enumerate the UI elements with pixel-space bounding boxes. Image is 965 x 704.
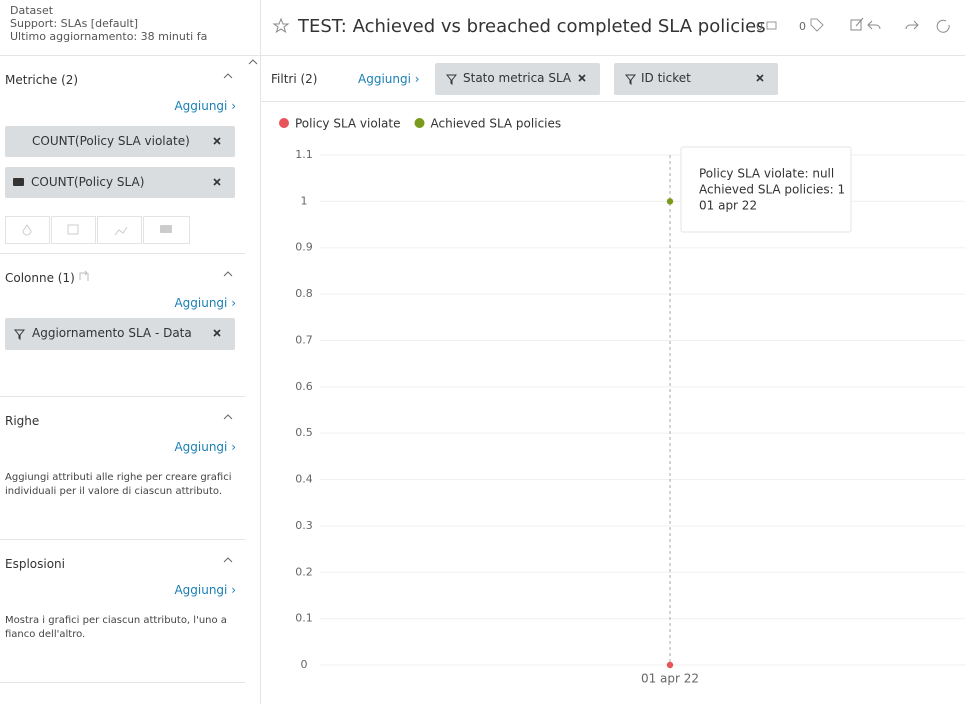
y-tick-label: 0.2 bbox=[295, 565, 313, 578]
remove-icon[interactable] bbox=[213, 137, 221, 145]
rows-title: Righe bbox=[5, 414, 40, 428]
comment-count[interactable]: 0 bbox=[756, 20, 763, 33]
collapse-metrics[interactable] bbox=[223, 72, 233, 80]
dataset-label: Dataset bbox=[10, 4, 54, 17]
tag-count[interactable]: 0 bbox=[799, 20, 806, 33]
tooltip-line: Policy SLA violate: null bbox=[699, 167, 834, 181]
filter-chip[interactable]: Stato metrica SLA bbox=[435, 63, 600, 95]
data-point bbox=[666, 661, 674, 669]
y-tick-label: 0.6 bbox=[295, 380, 313, 393]
collapse-explosions[interactable] bbox=[223, 556, 233, 564]
data-point bbox=[666, 198, 674, 205]
y-tick-label: 0 bbox=[301, 658, 308, 671]
dataset-name[interactable]: Support: SLAs [default] bbox=[10, 17, 139, 30]
header-divider bbox=[0, 55, 965, 56]
section-divider bbox=[0, 253, 245, 254]
comment-icon bbox=[13, 178, 24, 186]
remove-icon[interactable] bbox=[213, 329, 221, 337]
y-tick-label: 0.7 bbox=[295, 333, 313, 346]
chart: 0 0.1 0.2 0.3 0.4 0.5 0.6 0.7 0.8 0.9 1 1.1 Policy S… bbox=[279, 117, 965, 686]
y-tick-label: 0.5 bbox=[295, 426, 313, 439]
filters-add[interactable]: Aggiungi › bbox=[358, 72, 420, 86]
chart-name[interactable]: TEST: Achieved vs breached completed SLA… bbox=[298, 16, 766, 37]
column-label: Aggiornamento SLA - Data bbox=[32, 326, 192, 340]
section-divider bbox=[0, 539, 245, 540]
rows-add[interactable]: Aggiungi › bbox=[174, 440, 236, 454]
metric-label: COUNT(Policy SLA) bbox=[31, 175, 145, 189]
metric-style-buttons[interactable] bbox=[5, 216, 191, 244]
toolbar-icons[interactable] bbox=[848, 16, 958, 34]
y-tick-label: 0.9 bbox=[295, 241, 313, 254]
filter-icon bbox=[446, 74, 457, 85]
collapse-columns[interactable] bbox=[223, 270, 233, 278]
metrics-title: Metriche (2) bbox=[5, 73, 79, 87]
metric-chip[interactable]: COUNT(Policy SLA) bbox=[5, 167, 235, 198]
y-tick-label: 0.8 bbox=[295, 287, 313, 300]
filters-divider bbox=[261, 101, 965, 102]
metric-chip[interactable]: COUNT(Policy SLA violate) bbox=[5, 126, 235, 157]
section-divider bbox=[0, 682, 245, 683]
scroll-up[interactable] bbox=[248, 58, 258, 66]
legend-label[interactable]: Policy SLA violate bbox=[295, 117, 401, 131]
tooltip-line: 01 apr 22 bbox=[699, 199, 757, 213]
metrics-add[interactable]: Aggiungi › bbox=[174, 99, 236, 113]
legend-swatch bbox=[414, 118, 425, 128]
y-tick-label: 0.3 bbox=[295, 519, 313, 532]
filter-label: ID ticket bbox=[641, 71, 691, 85]
metric-label: COUNT(Policy SLA violate) bbox=[32, 134, 190, 148]
columns-title: Colonne (1) bbox=[5, 271, 75, 285]
swap-icon[interactable] bbox=[78, 270, 90, 282]
y-tick-label: 0.1 bbox=[295, 612, 313, 625]
remove-icon[interactable] bbox=[213, 178, 221, 186]
filter-icon bbox=[625, 74, 636, 85]
comment-icon bbox=[766, 21, 777, 30]
column-chip[interactable]: Aggiornamento SLA - Data bbox=[5, 318, 235, 350]
remove-icon[interactable] bbox=[756, 74, 764, 82]
collapse-rows[interactable] bbox=[223, 413, 233, 421]
y-tick-label: 0.4 bbox=[295, 473, 313, 486]
x-tick-label: 01 apr 22 bbox=[641, 672, 699, 686]
filter-label: Stato metrica SLA bbox=[463, 71, 572, 85]
tooltip bbox=[680, 146, 852, 233]
explosions-description: Mostra i grafici per ciascun attributo, … bbox=[5, 615, 227, 640]
y-tick-label: 1 bbox=[301, 194, 308, 207]
filters-label: Filtri (2) bbox=[271, 72, 318, 86]
filter-chip[interactable]: ID ticket bbox=[614, 63, 778, 95]
legend-swatch bbox=[279, 118, 289, 128]
explosions-title: Esplosioni bbox=[5, 557, 65, 571]
dataset-info: Dataset Support: SLAs [default] Ultimo a… bbox=[10, 4, 207, 43]
filter-icon bbox=[14, 329, 25, 340]
tooltip-line: Achieved SLA policies: 1 bbox=[699, 183, 845, 197]
explosions-add[interactable]: Aggiungi › bbox=[174, 583, 236, 597]
columns-add[interactable]: Aggiungi › bbox=[174, 296, 236, 310]
remove-icon[interactable] bbox=[578, 74, 586, 82]
sidebar-divider bbox=[260, 0, 261, 704]
section-divider bbox=[0, 396, 245, 397]
legend-label[interactable]: Achieved SLA policies bbox=[431, 117, 562, 131]
tag-icon bbox=[810, 18, 824, 32]
rows-description: Aggiungi attributi alle righe per creare… bbox=[5, 472, 232, 497]
favorite-icon[interactable] bbox=[272, 17, 290, 35]
dataset-updated: Ultimo aggiornamento: 38 minuti fa bbox=[10, 30, 208, 43]
y-tick-label: 1.1 bbox=[295, 148, 313, 161]
